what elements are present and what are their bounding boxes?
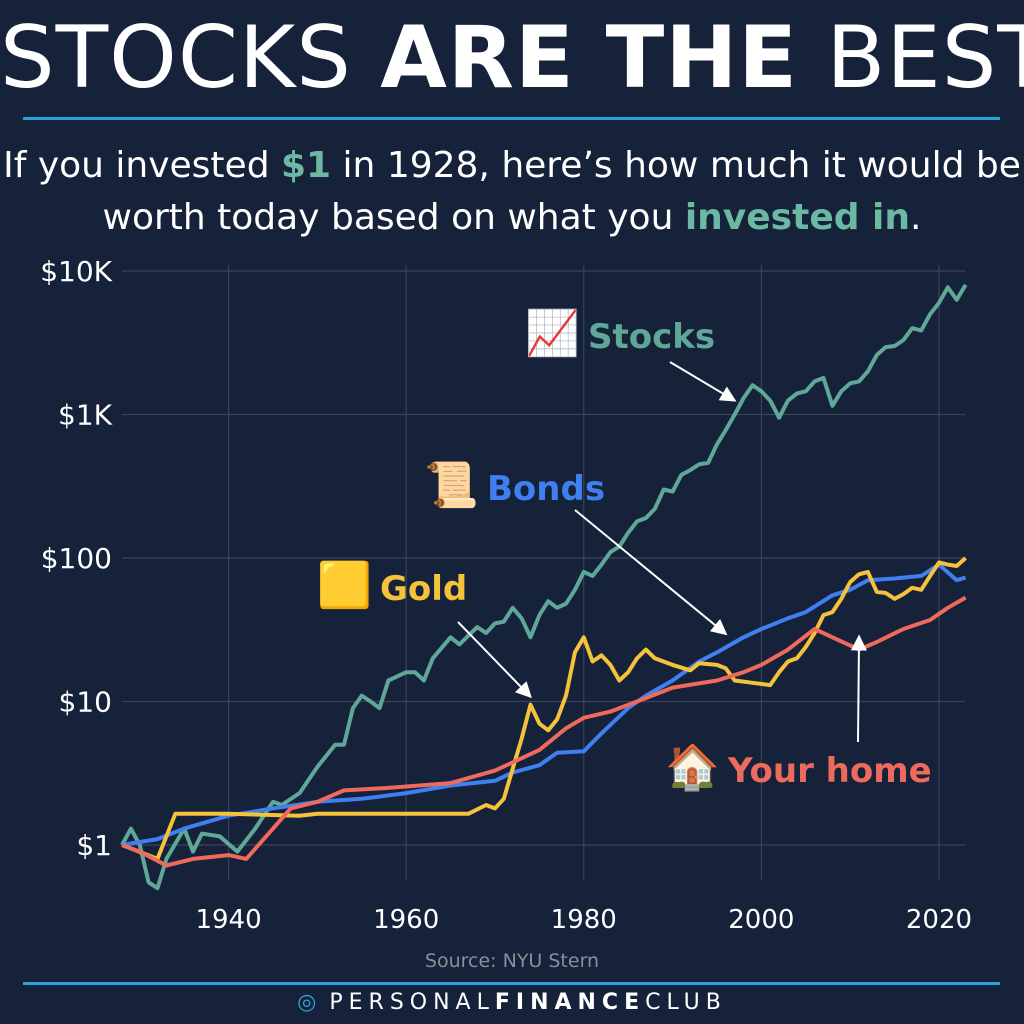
subtitle-amount: $1 xyxy=(281,145,332,186)
trend-up-icon: 📈 xyxy=(525,308,580,359)
x-tick-label: 1940 xyxy=(195,905,261,935)
annotation-label: Bonds xyxy=(487,469,605,509)
house-icon: 🏠 xyxy=(665,742,720,793)
annotation-label: Your home xyxy=(727,751,932,791)
annotation-arrow xyxy=(669,361,737,402)
subtitle-text: in 1928, here’s how much it would be wor… xyxy=(102,145,1021,238)
y-tick-label: $1K xyxy=(58,399,113,432)
annotation-arrow xyxy=(850,634,867,743)
brand-logo: ◎ PERSONALFINANCECLUB xyxy=(0,990,1024,1015)
x-tick-label: 2020 xyxy=(906,905,972,935)
subtitle: If you invested $1 in 1928, here’s how m… xyxy=(0,140,1024,244)
brand-text: FINANCE xyxy=(494,990,646,1015)
page-title: STOCKS ARE THE BEST xyxy=(0,8,1024,108)
divider xyxy=(23,117,1000,120)
series-line-bonds xyxy=(121,562,967,847)
subtitle-highlight: invested in xyxy=(684,197,911,238)
gold-bars-icon: 🟨 xyxy=(317,560,372,611)
series-line-gold xyxy=(121,556,967,861)
y-tick-label: $10 xyxy=(59,686,112,719)
series-line-stocks xyxy=(120,283,968,891)
title-part: STOCKS xyxy=(0,8,381,108)
y-tick-label: $1 xyxy=(76,829,112,862)
y-tick-label: $10K xyxy=(40,255,112,288)
brand-text: PERSONAL xyxy=(329,990,495,1015)
x-tick-label: 2000 xyxy=(728,905,794,935)
title-part: BEST xyxy=(826,8,1024,108)
source-note: Source: NYU Stern xyxy=(424,950,600,972)
divider xyxy=(23,982,1000,985)
series-line-your-home xyxy=(121,595,967,868)
brand-text: CLUB xyxy=(645,990,727,1015)
annotation-arrow xyxy=(574,509,728,636)
annotation-arrow xyxy=(457,621,532,699)
annotation-label: Gold xyxy=(380,569,467,609)
line-chart: $1 $10 $100 $1K $10K 1940 1960 1980 2000 2020 📈 Sto… xyxy=(40,255,972,935)
subtitle-text: If you invested xyxy=(3,145,281,186)
bond-certificate-icon: 📜 xyxy=(424,460,479,511)
subtitle-text: . xyxy=(910,197,922,238)
y-tick-label: $100 xyxy=(41,542,112,575)
x-tick-label: 1960 xyxy=(373,905,439,935)
annotation-label: Stocks xyxy=(588,317,715,357)
title-bold: ARE THE xyxy=(380,8,799,108)
logo-icon: ◎ xyxy=(297,990,317,1015)
x-tick-label: 1980 xyxy=(551,905,617,935)
